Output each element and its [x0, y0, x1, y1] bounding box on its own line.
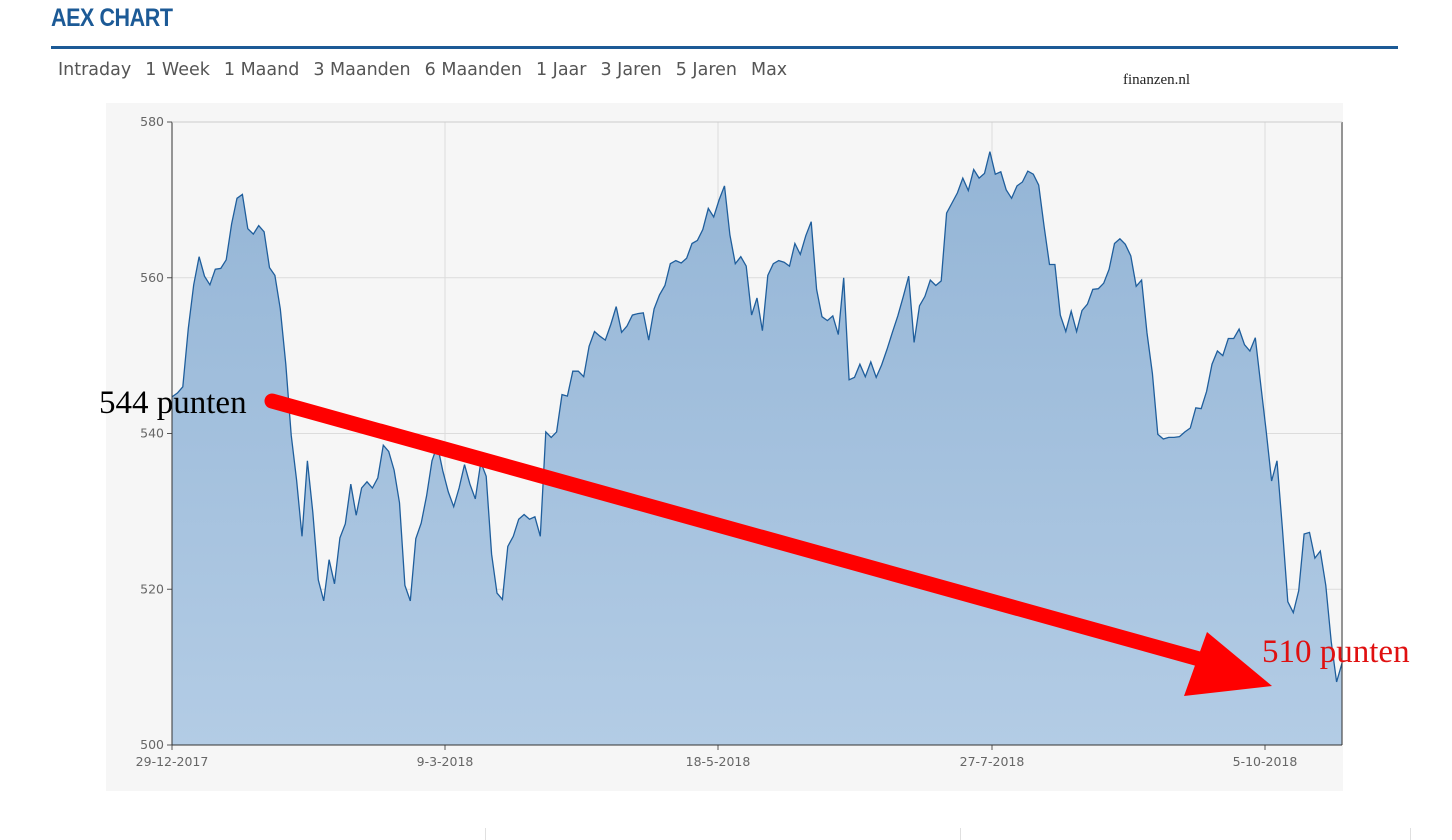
- y-tick-label: 560: [140, 270, 164, 285]
- page-title: AEX CHART: [51, 4, 173, 32]
- tab-max[interactable]: Max: [750, 60, 788, 80]
- x-tick-label: 9-3-2018: [417, 754, 474, 769]
- tab-1-week[interactable]: 1 Week: [145, 60, 210, 80]
- chart-panel: 500 520 540 560 580 29-12-2017 9-3-2018 18-5-20…: [106, 103, 1343, 791]
- footer-divider: [960, 828, 961, 840]
- aex-area-chart: 500 520 540 560 580 29-12-2017 9-3-2018 18-5-20…: [136, 114, 1343, 769]
- tab-intraday[interactable]: Intraday: [58, 60, 132, 80]
- footer-divider: [1410, 828, 1411, 840]
- x-tick-label: 29-12-2017: [136, 754, 209, 769]
- x-tick-label: 18-5-2018: [686, 754, 751, 769]
- start-value-annotation: 544 punten: [99, 385, 247, 421]
- tab-1-jaar[interactable]: 1 Jaar: [535, 60, 587, 80]
- y-tick-label: 580: [140, 114, 164, 129]
- tab-3-maanden[interactable]: 3 Maanden: [313, 60, 411, 80]
- tab-5-jaren[interactable]: 5 Jaren: [675, 60, 737, 80]
- y-tick-label: 500: [140, 737, 164, 752]
- title-divider: [51, 46, 1398, 49]
- y-tick-label: 540: [140, 426, 164, 441]
- end-value-annotation: 510 punten: [1262, 634, 1410, 670]
- tab-3-jaren[interactable]: 3 Jaren: [600, 60, 662, 80]
- footer-divider: [485, 828, 486, 840]
- x-tick-label: 5-10-2018: [1233, 754, 1298, 769]
- source-label: finanzen.nl: [1123, 72, 1191, 88]
- tab-6-maanden[interactable]: 6 Maanden: [424, 60, 522, 80]
- tab-1-maand[interactable]: 1 Maand: [223, 60, 300, 80]
- y-tick-label: 520: [140, 581, 164, 596]
- x-tick-label: 27-7-2018: [960, 754, 1025, 769]
- period-tabs: Intraday 1 Week 1 Maand 3 Maanden 6 Maan…: [58, 60, 801, 80]
